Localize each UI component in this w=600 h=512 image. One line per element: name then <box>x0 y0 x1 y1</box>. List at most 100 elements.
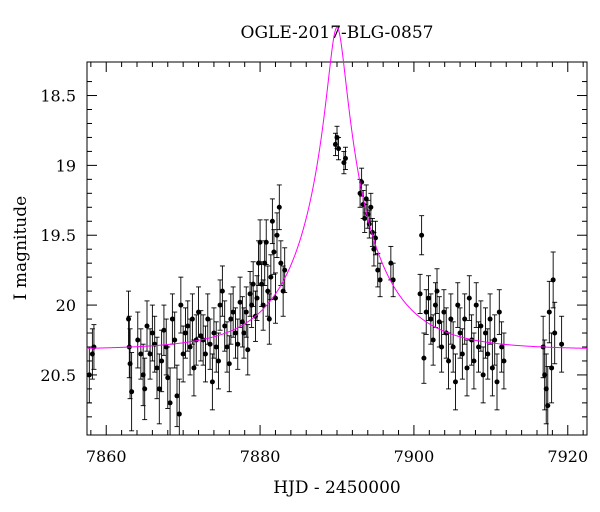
point-marker <box>172 337 178 343</box>
point-marker <box>272 295 278 301</box>
point-marker <box>142 386 148 392</box>
point-marker <box>368 204 374 210</box>
point-marker <box>473 302 479 308</box>
data-point <box>176 378 182 435</box>
point-marker <box>390 277 396 283</box>
data-point <box>362 204 368 233</box>
data-point <box>135 311 141 369</box>
point-marker <box>499 344 505 350</box>
point-marker <box>260 302 266 308</box>
data-point <box>274 212 280 259</box>
x-tick-label: 7860 <box>86 447 127 466</box>
point-marker <box>466 295 472 301</box>
data-point <box>172 311 178 369</box>
data-point <box>202 325 208 383</box>
data-point <box>257 219 263 266</box>
point-marker <box>185 323 191 329</box>
model-curve <box>86 26 588 349</box>
x-tick-label: 7880 <box>240 447 281 466</box>
y-tick-label: 18.5 <box>40 87 76 106</box>
chart-title: OGLE-2017-BLG-0857 <box>241 23 434 43</box>
data-point <box>336 136 342 161</box>
point-marker <box>336 146 342 152</box>
point-marker <box>217 302 223 308</box>
point-marker <box>228 316 234 322</box>
data-point <box>471 332 477 390</box>
data-point <box>276 184 282 231</box>
data-point <box>144 300 150 352</box>
data-point <box>149 304 155 362</box>
data-point <box>250 261 256 307</box>
point-marker <box>138 351 144 357</box>
data-point <box>452 353 458 411</box>
point-marker <box>156 386 162 392</box>
point-marker <box>476 344 482 350</box>
point-marker <box>362 215 368 221</box>
data-point <box>375 252 381 288</box>
point-marker <box>237 299 243 305</box>
data-point <box>174 364 180 428</box>
y-tick-label: 20 <box>56 296 76 315</box>
point-marker <box>545 403 551 409</box>
data-point <box>494 353 500 411</box>
data-point <box>189 293 195 345</box>
point-marker <box>144 323 150 329</box>
data-point <box>417 273 423 314</box>
data-point <box>159 329 165 393</box>
point-marker <box>169 316 175 322</box>
point-marker <box>232 330 238 336</box>
data-point <box>377 262 383 298</box>
data-point <box>419 215 425 256</box>
point-marker <box>257 239 263 245</box>
point-marker <box>126 316 132 322</box>
data-point <box>448 293 454 345</box>
data-point <box>263 219 269 266</box>
point-marker <box>198 333 204 339</box>
point-marker <box>464 365 470 371</box>
data-point <box>552 301 558 365</box>
point-marker <box>213 344 219 350</box>
point-marker <box>154 365 160 371</box>
data-point <box>501 332 507 390</box>
point-marker <box>178 302 184 308</box>
data-point <box>129 352 135 432</box>
data-point <box>187 318 193 376</box>
point-marker <box>434 288 440 294</box>
point-marker <box>219 288 225 294</box>
point-marker <box>241 330 247 336</box>
point-marker <box>546 309 552 315</box>
data-point <box>222 300 228 352</box>
point-marker <box>222 323 228 329</box>
y-tick-label: 20.5 <box>40 366 76 385</box>
point-marker <box>235 341 241 347</box>
point-marker <box>482 330 488 336</box>
point-marker <box>282 267 288 273</box>
point-marker <box>91 344 97 350</box>
data-point <box>478 300 484 352</box>
data-point <box>368 192 374 222</box>
point-marker <box>417 291 423 297</box>
data-point <box>156 353 162 425</box>
point-marker <box>462 316 468 322</box>
point-marker <box>489 365 495 371</box>
point-marker <box>211 330 217 336</box>
data-point <box>213 321 219 373</box>
point-marker <box>250 281 256 287</box>
data-points <box>86 125 565 435</box>
point-marker <box>487 316 493 322</box>
data-point <box>209 353 215 411</box>
y-tick-labels: 18.5 19 19.5 20 20.5 <box>40 87 76 385</box>
point-marker <box>129 389 135 395</box>
data-point <box>457 307 463 359</box>
point-marker <box>271 249 277 255</box>
data-point <box>165 346 171 409</box>
data-point <box>196 286 202 338</box>
data-point <box>546 280 552 344</box>
data-point <box>480 346 486 404</box>
point-marker <box>459 351 465 357</box>
data-point <box>476 321 482 373</box>
point-marker <box>245 347 251 353</box>
point-marker <box>207 341 213 347</box>
point-marker <box>176 411 182 417</box>
